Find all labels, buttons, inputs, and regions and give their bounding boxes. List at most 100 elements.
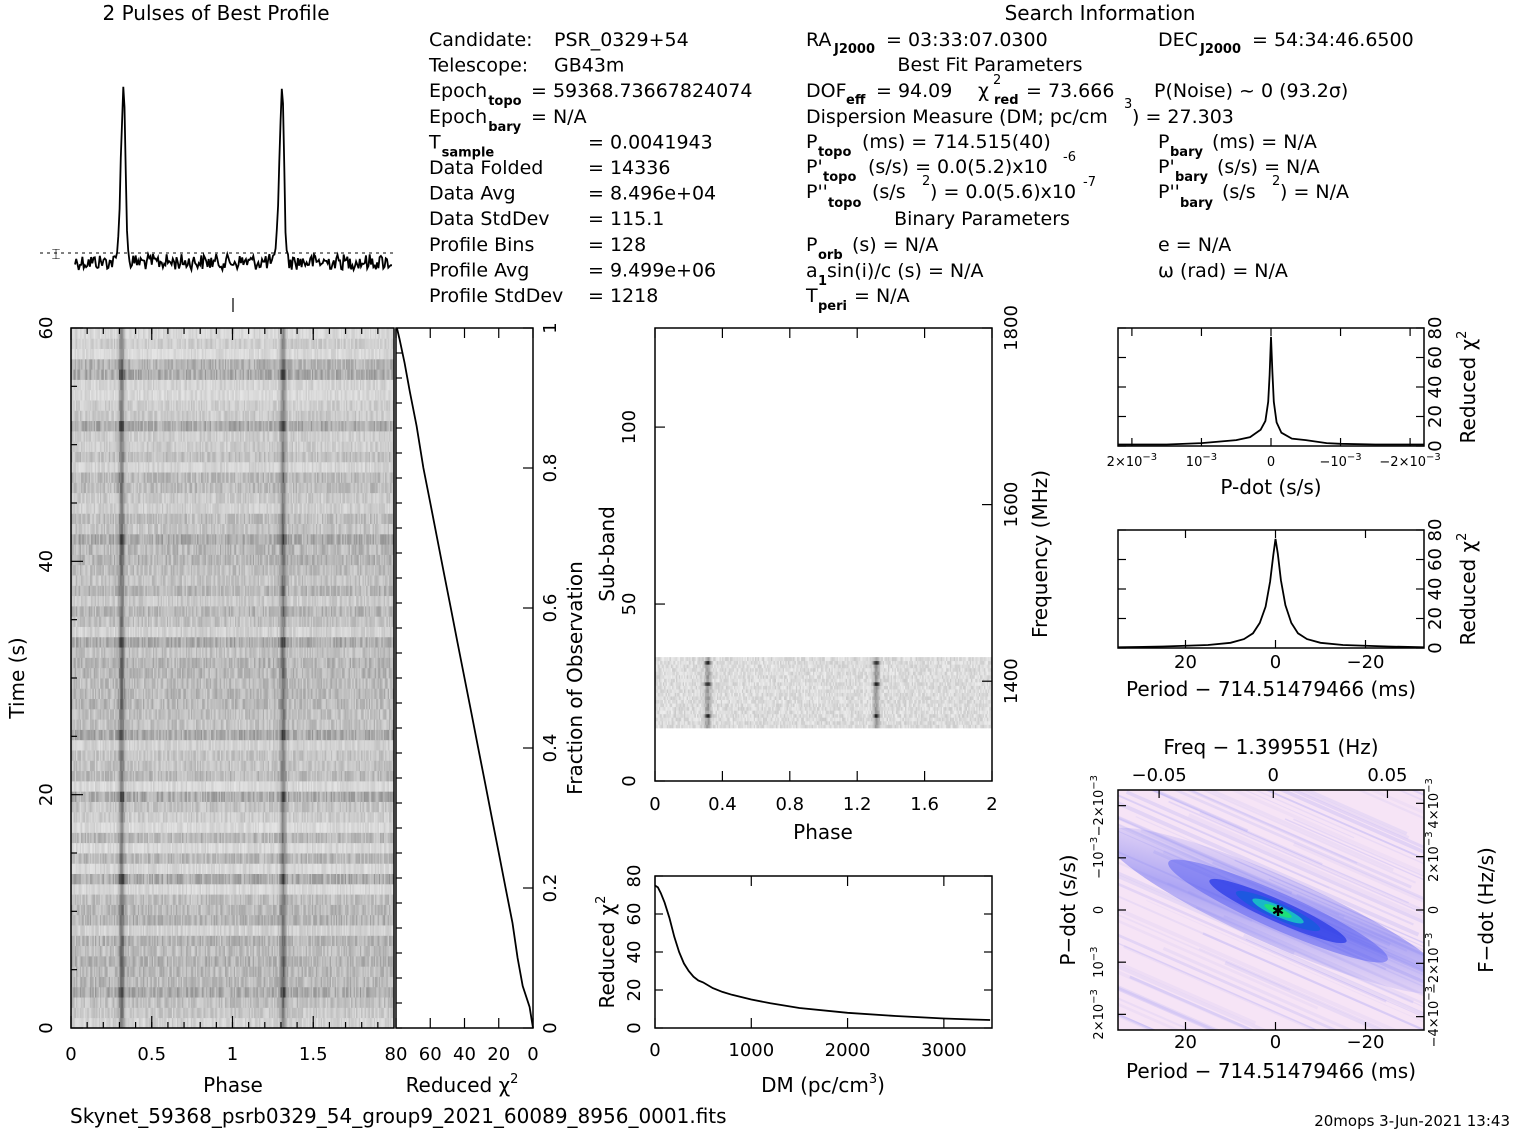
ppdot-streak	[1118, 794, 1330, 889]
info-row: Profile StdDev = 1218	[429, 285, 658, 307]
period-ytick-label: 0	[1425, 642, 1446, 653]
svg-text:J2000: J2000	[833, 42, 875, 57]
profile-title: 2 Pulses of Best Profile	[103, 1, 330, 25]
time-chi2-ylabel: Fraction of Observation	[563, 561, 587, 795]
subband-ytick-label: 50	[619, 593, 640, 616]
info-label-sub: sample	[442, 145, 495, 160]
timestamp: 20mops 3-Jun-2021 13:43	[1314, 1112, 1510, 1130]
info-row: Epoch topo = 59368.73667824074	[429, 80, 752, 109]
pdot-ytick-label: 0	[1425, 440, 1446, 451]
svg-text:(s/s) = N/A: (s/s) = N/A	[1217, 156, 1320, 178]
ppdot-streak	[1162, 946, 1355, 1030]
fdot-ylabel: F−dot (Hz/s)	[1474, 847, 1498, 973]
pdot-ytick-label: 80	[1425, 317, 1446, 340]
dm-chi2-axes: 0 1000 2000 3000 0 20 40 60 80	[624, 865, 992, 1061]
ppdot-streak	[1146, 899, 1424, 1023]
time-chi2-xtick-label: 40	[453, 1044, 476, 1065]
svg-text:a: a	[806, 260, 818, 282]
info-label: Epoch	[429, 106, 487, 128]
ppdot-streak	[1118, 919, 1319, 1010]
svg-text:) = 0.0(5.6)x10: ) = 0.0(5.6)x10	[930, 181, 1076, 203]
time-phase-axes: 0 0.5 1 1.5 0 20 40 60	[36, 317, 379, 1065]
svg-text:2: 2	[1272, 174, 1280, 189]
pdot-xtick-label: 0	[1267, 455, 1275, 470]
info-value: = 9.499e+06	[588, 259, 716, 281]
info-label: T	[428, 131, 441, 153]
pdot-ylabel: Reduced χ2	[1455, 331, 1480, 444]
svg-text:) = 27.303: ) = 27.303	[1132, 106, 1234, 128]
profile-error-bar: ⌶	[51, 245, 60, 263]
svg-text:J2000: J2000	[1199, 42, 1241, 57]
svg-text:P: P	[1158, 131, 1169, 153]
ppdot-axes: 20 0 −20−0.05 0 0.052×10−310−30−10−3−2×10−3−…	[1089, 765, 1442, 1053]
svg-text:P'': P''	[1158, 181, 1180, 203]
info-value: = 115.1	[588, 208, 664, 230]
ppdot-ytick-label: 10−3	[1089, 947, 1107, 978]
svg-text:orb: orb	[818, 248, 843, 263]
subband-phase-heatmap	[655, 657, 992, 729]
svg-text:2: 2	[993, 73, 1001, 88]
dm-ytick-label: 80	[624, 865, 645, 888]
subband-xtick-label: 0.4	[708, 794, 737, 815]
period-ytick-label: 20	[1425, 607, 1446, 630]
ppdot-streak	[1118, 970, 1255, 1030]
svg-text:sin(i)/c (s) = N/A: sin(i)/c (s) = N/A	[827, 260, 984, 282]
fdot-ytick-label: 0	[1427, 906, 1442, 914]
ppdot-xtick-label: −20	[1347, 1032, 1385, 1053]
ppdot-streak	[1118, 933, 1339, 1030]
ppdot-streak	[1202, 932, 1424, 1030]
svg-text:) = N/A: ) = N/A	[1280, 181, 1349, 203]
info-label-sub: bary	[488, 120, 521, 135]
pdot-xtick-label: −2×10−3	[1379, 452, 1440, 470]
period-ylabel: Reduced χ2	[1455, 533, 1480, 646]
ppdot-streak	[1150, 790, 1323, 866]
binary-header: Binary Parameters	[894, 208, 1070, 230]
chi2-line: χ 2 red = 73.666	[978, 73, 1114, 108]
ppdot-ytick-label: −2×10−3	[1089, 775, 1107, 836]
svg-text:peri: peri	[818, 299, 847, 314]
svg-text:bary: bary	[1170, 145, 1203, 160]
svg-text:P: P	[806, 131, 817, 153]
pdot-topo-line: P' topo (s/s) = 0.0(5.2)x10 -6	[806, 150, 1076, 185]
svg-text:T: T	[805, 285, 818, 307]
time-chi2-curve	[396, 327, 534, 1029]
subband-xlabel: Phase	[793, 820, 853, 844]
info-label: Candidate:	[429, 29, 533, 51]
svg-text:χ: χ	[978, 80, 989, 102]
svg-text:P: P	[806, 234, 817, 256]
pddot-topo-line: P'' topo (s/s 2 ) = 0.0(5.6)x10 -7	[806, 174, 1096, 211]
fdot-ytick-label: −2×10−3	[1424, 933, 1442, 994]
fdot-ytick-label: 4×10−3	[1424, 778, 1442, 828]
ppdot-title: Freq − 1.399551 (Hz)	[1163, 735, 1378, 759]
time-chi2-xtick-label: 20	[487, 1044, 510, 1065]
info-value: = 128	[588, 234, 646, 256]
time-chi2-xtick-label: 80	[385, 1044, 408, 1065]
ppdot-streak	[1129, 975, 1255, 1030]
svg-text:(s/s: (s/s	[1222, 181, 1256, 203]
time-chi2-xtick-label: 60	[419, 1044, 442, 1065]
pnoise-line: P(Noise) ~ 0 (93.2σ)	[1154, 80, 1348, 102]
ppdot-streak	[1168, 800, 1424, 915]
time-phase-xtick-label: 0	[65, 1044, 76, 1065]
dm-xtick-label: 0	[649, 1040, 660, 1061]
svg-text:(ms) = N/A: (ms) = N/A	[1212, 131, 1317, 153]
pdot-chi2-curve	[1118, 336, 1424, 446]
svg-text:(ms) = 714.515(40): (ms) = 714.515(40)	[862, 131, 1051, 153]
time-phase-ytick-label: 60	[36, 317, 57, 340]
frequency-ytick-label: 1800	[1001, 305, 1022, 351]
svg-text:Dispersion Measure (DM; pc/cm: Dispersion Measure (DM; pc/cm	[806, 106, 1108, 128]
ppdot-xlabel: Period − 714.51479466 (ms)	[1126, 1059, 1416, 1083]
info-label: Data Avg	[429, 183, 516, 205]
svg-text:red: red	[994, 93, 1019, 108]
svg-text:bary: bary	[1180, 196, 1213, 211]
pdot-xtick-label: 2×10−3	[1107, 452, 1157, 470]
time-chi2-ytick-label: 0.2	[540, 874, 561, 903]
ppdot-streak	[1118, 895, 1424, 1030]
dm-ytick-label: 0	[624, 1022, 645, 1033]
svg-text:topo: topo	[828, 196, 861, 211]
ppdot-streak	[1118, 882, 1387, 1003]
fdot-ytick-label: −4×10−3	[1424, 986, 1442, 1047]
